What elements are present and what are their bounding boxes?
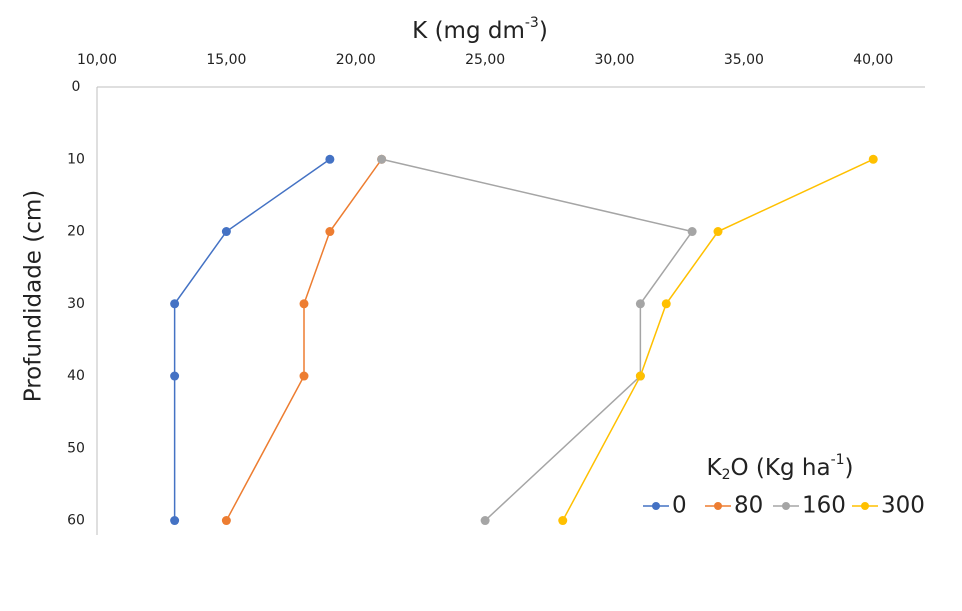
x-tick-label: 25,00	[465, 52, 505, 68]
data-point	[480, 516, 490, 526]
legend-title-end: )	[845, 455, 854, 481]
y-tick-label: 10	[67, 151, 85, 167]
legend-marker	[861, 502, 869, 510]
series-line	[225, 158, 383, 521]
legend-label: 160	[802, 493, 846, 519]
x-axis-title-text: K (mg dm	[412, 18, 525, 44]
data-point	[170, 371, 180, 381]
x-tick-label: 15,00	[206, 52, 246, 68]
data-point	[170, 299, 180, 309]
y-tick-label: 50	[67, 440, 85, 456]
data-point	[713, 227, 723, 237]
x-axis-title-sup: -3	[525, 15, 539, 31]
data-point	[325, 154, 335, 164]
legend-title: K2O (Kg ha-1)	[706, 452, 853, 483]
data-point	[170, 516, 180, 526]
x-tick-label: 30,00	[594, 52, 634, 68]
y-axis-title: Profundidade (cm)	[21, 190, 47, 402]
legend-title-a: K	[706, 455, 722, 481]
data-point	[299, 371, 309, 381]
legend-marker	[782, 502, 790, 510]
legend-title-sub: 2	[722, 467, 731, 483]
x-tick-label: 35,00	[724, 52, 764, 68]
legend-title-sup: -1	[831, 452, 845, 468]
legend-label: 80	[734, 493, 763, 519]
x-tick-label: 10,00	[77, 52, 117, 68]
data-point	[687, 227, 697, 237]
y-tick-label: 40	[67, 368, 85, 384]
data-point	[635, 299, 645, 309]
data-point	[558, 516, 568, 526]
data-point	[325, 227, 335, 237]
series-line	[173, 158, 331, 521]
y-tick-label: 20	[67, 224, 85, 240]
y-tick-label: 60	[67, 513, 85, 529]
legend-marker	[652, 502, 660, 510]
y-tick-label: 30	[67, 296, 85, 312]
legend-marker	[714, 502, 722, 510]
data-point	[299, 299, 309, 309]
x-tick-label: 40,00	[853, 52, 893, 68]
x-tick-label: 20,00	[336, 52, 376, 68]
data-point	[661, 299, 671, 309]
y-tick-label: 0	[72, 79, 81, 95]
data-point	[377, 154, 387, 164]
legend-label: 0	[672, 493, 687, 519]
data-point	[868, 154, 878, 164]
x-axis-title: K (mg dm-3)	[412, 15, 548, 44]
data-point	[635, 371, 645, 381]
data-point	[221, 227, 231, 237]
legend-label: 300	[881, 493, 925, 519]
x-axis-title-end: )	[539, 18, 548, 44]
series-line	[381, 158, 694, 522]
data-point	[221, 516, 231, 526]
legend-title-b: O (Kg ha	[731, 455, 831, 481]
